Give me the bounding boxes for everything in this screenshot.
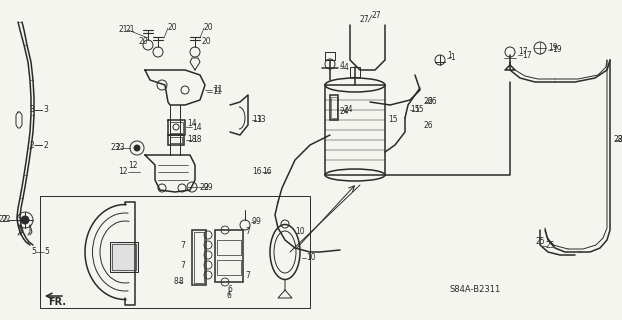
Text: 2: 2 bbox=[43, 140, 48, 149]
Bar bbox=[325, 85, 385, 175]
Text: 23: 23 bbox=[115, 143, 125, 153]
Text: 20: 20 bbox=[204, 23, 213, 33]
Text: 5: 5 bbox=[31, 247, 36, 257]
Bar bbox=[331, 97, 337, 118]
Text: 16: 16 bbox=[262, 167, 272, 177]
Text: 19: 19 bbox=[548, 44, 558, 52]
Text: 25: 25 bbox=[546, 242, 555, 251]
Text: 14: 14 bbox=[187, 118, 197, 127]
Text: 1: 1 bbox=[450, 53, 455, 62]
Bar bbox=[40, 196, 310, 308]
Text: 22: 22 bbox=[0, 215, 8, 225]
Text: 9: 9 bbox=[255, 218, 260, 227]
Bar bbox=[194, 232, 204, 283]
Text: 8: 8 bbox=[179, 277, 183, 286]
Text: 20: 20 bbox=[168, 23, 178, 33]
Text: 19: 19 bbox=[552, 45, 562, 54]
Text: 7: 7 bbox=[245, 270, 250, 279]
Text: 27: 27 bbox=[372, 11, 382, 20]
Text: 12: 12 bbox=[129, 161, 138, 170]
Text: 4: 4 bbox=[340, 60, 345, 69]
Text: 20: 20 bbox=[138, 37, 148, 46]
Text: 16: 16 bbox=[253, 167, 262, 177]
Bar bbox=[215, 230, 243, 282]
Text: 3: 3 bbox=[29, 106, 34, 115]
Text: 1: 1 bbox=[447, 51, 452, 60]
Bar bbox=[170, 122, 183, 133]
Bar bbox=[330, 95, 338, 120]
Text: 6: 6 bbox=[226, 291, 231, 300]
Text: 10: 10 bbox=[295, 228, 305, 236]
Text: 24: 24 bbox=[344, 106, 354, 115]
Bar bbox=[170, 137, 182, 143]
Text: 25: 25 bbox=[536, 237, 545, 246]
Text: 18: 18 bbox=[187, 135, 197, 145]
Text: 17: 17 bbox=[522, 51, 532, 60]
Text: 15: 15 bbox=[410, 106, 420, 115]
Text: 11: 11 bbox=[213, 85, 223, 94]
Text: 29: 29 bbox=[200, 182, 210, 191]
Text: 28: 28 bbox=[618, 135, 622, 145]
Text: 13: 13 bbox=[256, 116, 266, 124]
Text: 29: 29 bbox=[204, 182, 213, 191]
Bar bbox=[192, 230, 206, 285]
Text: 12: 12 bbox=[119, 167, 128, 177]
Text: 21: 21 bbox=[126, 26, 135, 35]
Text: 3: 3 bbox=[43, 106, 48, 115]
Text: 26: 26 bbox=[428, 98, 438, 107]
Text: 15: 15 bbox=[414, 106, 424, 115]
Circle shape bbox=[134, 145, 140, 151]
Text: 21: 21 bbox=[119, 26, 128, 35]
Bar bbox=[110, 242, 138, 272]
Text: 28: 28 bbox=[614, 135, 622, 145]
Bar bbox=[217, 260, 241, 275]
Text: 13: 13 bbox=[252, 116, 262, 124]
Text: 17: 17 bbox=[518, 47, 527, 57]
Text: 9: 9 bbox=[252, 218, 257, 227]
Text: 14: 14 bbox=[192, 123, 202, 132]
Text: 7: 7 bbox=[180, 241, 185, 250]
Text: S84A-B2311: S84A-B2311 bbox=[450, 285, 501, 294]
Text: 23: 23 bbox=[110, 143, 120, 153]
Text: 6: 6 bbox=[228, 285, 233, 294]
Bar bbox=[168, 135, 184, 145]
Text: 10: 10 bbox=[306, 253, 315, 262]
Bar bbox=[217, 240, 241, 255]
Text: 8: 8 bbox=[174, 277, 178, 286]
Text: 26: 26 bbox=[423, 98, 433, 107]
Text: 15: 15 bbox=[388, 116, 397, 124]
Text: 5: 5 bbox=[44, 247, 49, 257]
Text: 11: 11 bbox=[212, 87, 221, 97]
Text: 7: 7 bbox=[245, 228, 250, 236]
Text: 7: 7 bbox=[180, 260, 185, 269]
Text: 26: 26 bbox=[423, 121, 433, 130]
Text: 4: 4 bbox=[344, 63, 349, 73]
Text: 20: 20 bbox=[202, 37, 211, 46]
Text: FR.: FR. bbox=[48, 297, 66, 307]
Bar bbox=[112, 244, 136, 270]
Bar bbox=[350, 67, 360, 77]
Text: 22: 22 bbox=[2, 215, 11, 225]
Text: 27: 27 bbox=[360, 15, 369, 25]
Text: 18: 18 bbox=[192, 135, 202, 145]
Circle shape bbox=[21, 216, 29, 224]
Text: 24: 24 bbox=[340, 108, 350, 116]
Text: 2: 2 bbox=[29, 140, 34, 149]
